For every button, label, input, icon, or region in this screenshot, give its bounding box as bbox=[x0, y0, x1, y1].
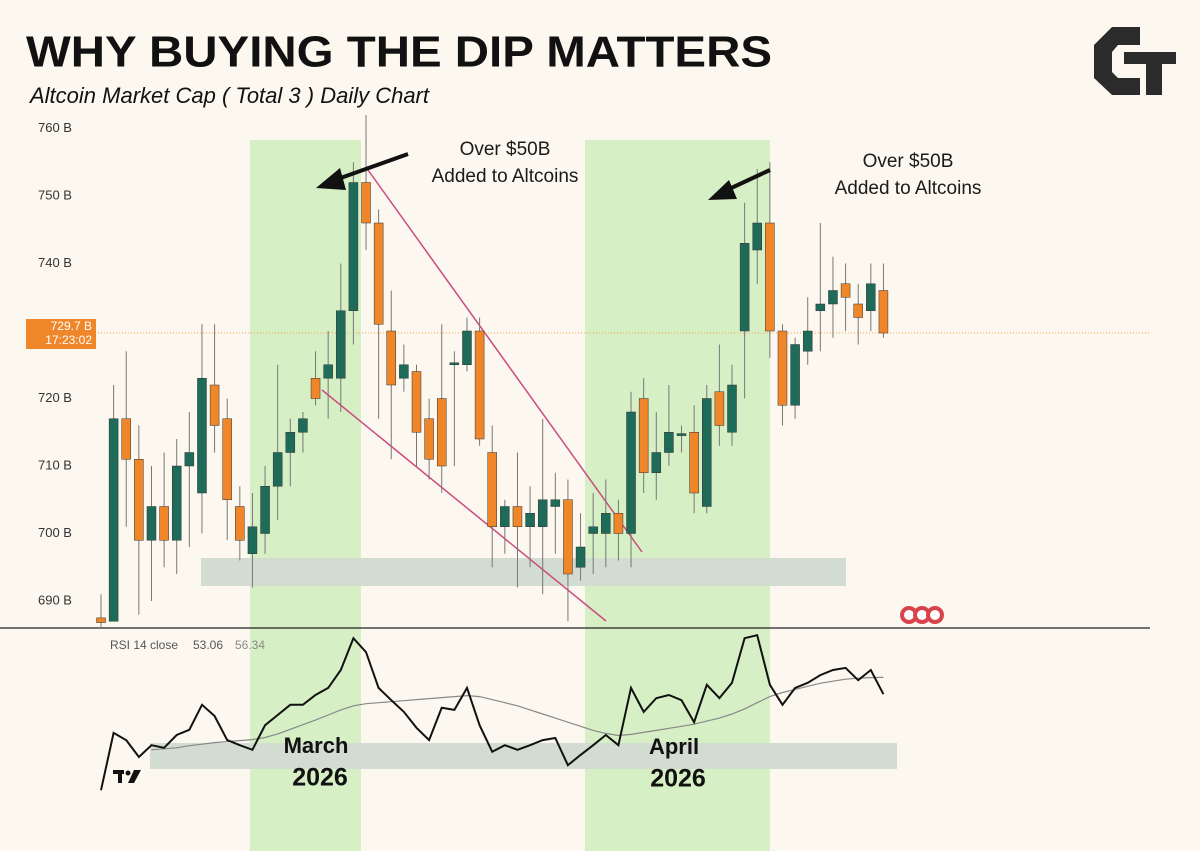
y-tick-label: 720 B bbox=[38, 390, 72, 405]
arrows bbox=[316, 152, 771, 200]
rsi-value: 53.06 bbox=[193, 638, 223, 652]
candle-body bbox=[563, 499, 573, 575]
period-label: 2026 bbox=[650, 765, 706, 793]
candle-body bbox=[828, 290, 838, 305]
candle-body bbox=[247, 526, 258, 554]
candle-body bbox=[411, 371, 422, 433]
candle-body bbox=[626, 411, 636, 534]
candle-body bbox=[866, 283, 876, 311]
candle-body bbox=[676, 433, 687, 436]
candle-body bbox=[197, 378, 207, 494]
tv-logo bbox=[113, 770, 141, 783]
candle-body bbox=[689, 432, 699, 494]
period-label: April bbox=[649, 734, 699, 759]
candle-body bbox=[714, 391, 725, 426]
candle-body bbox=[537, 499, 548, 527]
candle-body bbox=[588, 526, 598, 534]
candle-body bbox=[298, 418, 308, 433]
candle-body bbox=[815, 303, 826, 311]
candle-body bbox=[765, 222, 775, 332]
candle-body bbox=[462, 330, 472, 365]
candle-body bbox=[146, 506, 157, 541]
candle-body bbox=[613, 513, 624, 534]
period-label: March bbox=[284, 733, 349, 758]
candle-body bbox=[727, 384, 737, 433]
trend-line bbox=[367, 169, 643, 553]
candle-body bbox=[487, 452, 497, 527]
candle-body bbox=[525, 513, 535, 527]
candle-body bbox=[386, 330, 397, 386]
candle-body bbox=[373, 222, 384, 325]
candle-body bbox=[399, 364, 409, 379]
trend-line bbox=[321, 389, 607, 622]
subtitle: Altcoin Market Cap ( Total 3 ) Daily Cha… bbox=[28, 83, 430, 108]
candle-body bbox=[260, 486, 270, 534]
annotation: Over $50B bbox=[460, 139, 551, 160]
flag-icons bbox=[900, 606, 944, 624]
candle-body bbox=[601, 513, 611, 534]
last-price-badge bbox=[26, 319, 96, 350]
candle-body bbox=[664, 432, 674, 453]
candle-body bbox=[121, 418, 131, 460]
candle-body bbox=[209, 384, 220, 426]
support-zone bbox=[201, 558, 846, 586]
y-tick-label: 700 B bbox=[38, 525, 72, 540]
rsi-label: RSI 14 close bbox=[110, 638, 178, 652]
candle-body bbox=[752, 222, 762, 251]
candle-body bbox=[310, 378, 321, 399]
candle-body bbox=[777, 330, 788, 406]
candle-body bbox=[702, 398, 712, 507]
candle-body bbox=[500, 506, 510, 527]
candle-body bbox=[235, 506, 245, 541]
candle-body bbox=[651, 452, 662, 473]
candle-body bbox=[171, 465, 182, 541]
candle-body bbox=[348, 182, 359, 311]
y-tick-label: 710 B bbox=[38, 457, 72, 472]
candle-body bbox=[424, 418, 434, 460]
candle-body bbox=[878, 290, 889, 334]
y-tick-label: 750 B bbox=[38, 187, 72, 202]
annotation: Added to Altcoins bbox=[835, 178, 982, 199]
candle-body bbox=[222, 418, 232, 500]
candle-body bbox=[853, 303, 863, 318]
candle-body bbox=[336, 310, 346, 379]
y-tick-label: 740 B bbox=[38, 255, 72, 270]
period-label: 2026 bbox=[292, 764, 348, 792]
candle-body bbox=[361, 182, 371, 224]
logo bbox=[1094, 27, 1176, 95]
rsi-ma-line bbox=[151, 676, 884, 751]
candle-body bbox=[184, 452, 195, 467]
candle-body bbox=[790, 344, 800, 406]
last-price-label: 729.7 B bbox=[51, 319, 92, 333]
candle-body bbox=[512, 506, 523, 527]
countdown: 17:23:02 bbox=[45, 333, 92, 347]
y-tick-label: 760 B bbox=[38, 120, 72, 135]
candle-body bbox=[436, 398, 447, 467]
candle-body bbox=[285, 432, 296, 453]
candle-body bbox=[96, 617, 106, 623]
candle-body bbox=[638, 398, 649, 473]
rsi-ma-value: 56.34 bbox=[235, 638, 265, 652]
y-tick-label: 690 B bbox=[38, 592, 72, 607]
title: WHY BUYING THE DIP MATTERS bbox=[26, 28, 772, 77]
candle-body bbox=[134, 459, 144, 541]
rsi-line bbox=[100, 633, 885, 791]
candle-body bbox=[575, 546, 586, 568]
candle-body bbox=[108, 418, 119, 622]
candle-body bbox=[159, 506, 169, 541]
candle-body bbox=[550, 499, 561, 507]
candle-body bbox=[323, 364, 333, 379]
candle-body bbox=[840, 283, 851, 298]
candle-body bbox=[802, 330, 813, 352]
candle-body bbox=[272, 452, 283, 487]
candle-body bbox=[739, 243, 750, 332]
april-zone bbox=[585, 140, 770, 851]
annotation: Over $50B bbox=[863, 151, 954, 172]
candle-body bbox=[449, 362, 460, 366]
candle-body bbox=[474, 330, 485, 440]
annotation: Added to Altcoins bbox=[432, 166, 579, 187]
